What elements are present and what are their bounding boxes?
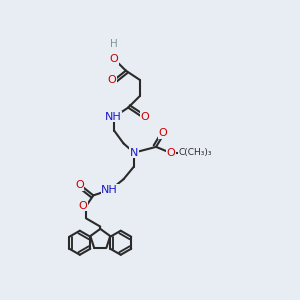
Text: NH: NH <box>105 112 122 122</box>
Text: NH: NH <box>101 184 118 195</box>
Text: H: H <box>110 39 118 49</box>
Text: O: O <box>107 75 116 85</box>
Text: O: O <box>75 180 84 190</box>
Text: C(CH₃)₃: C(CH₃)₃ <box>179 148 212 157</box>
Text: O: O <box>167 148 176 158</box>
Text: O: O <box>140 112 149 122</box>
Text: N: N <box>130 148 138 158</box>
Text: O: O <box>159 128 167 138</box>
Text: O: O <box>110 54 118 64</box>
Text: O: O <box>79 201 87 211</box>
